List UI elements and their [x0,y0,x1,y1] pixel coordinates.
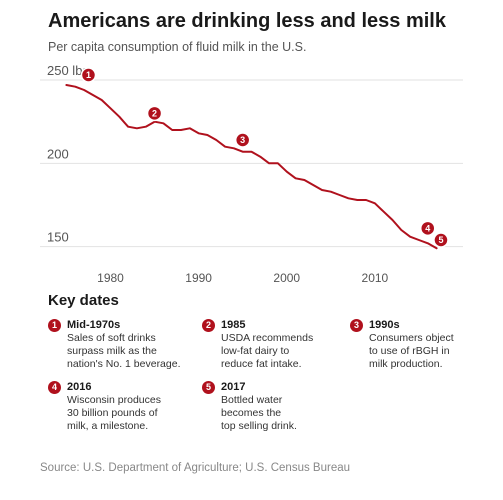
event-number-badge: 3 [350,319,363,332]
chart-title: Americans are drinking less and less mil… [48,10,446,32]
key-dates-title: Key dates [48,292,119,309]
y-tick-label: 200 [47,146,69,161]
event-text-line: USDA recommends [221,332,314,344]
x-tick-label: 2000 [273,271,300,285]
event-number-badge: 5 [202,381,215,394]
event-text-line: nation's No. 1 beverage. [67,358,181,370]
key-date-event-5: 5 2017 Bottled water becomes the top sel… [202,380,350,433]
event-marker-1 [80,67,97,83]
event-text-line: low-fat dairy to [221,345,290,357]
event-text-line: reduce fat intake. [221,358,302,370]
x-tick-label: 1980 [97,271,124,285]
x-tick-label: 1990 [185,271,212,285]
event-year: 2016 [67,381,92,393]
key-date-event-3: 3 1990s Consumers object to use of rBGH … [350,318,498,371]
event-year: 1990s [369,319,400,331]
y-tick-label: 150 [47,230,69,245]
event-text-line: Consumers object [369,332,454,344]
milk-consumption-line [65,84,438,250]
key-date-event-2: 2 1985 USDA recommends low-fat dairy to … [202,318,350,371]
event-marker-label: 2 [152,109,157,119]
source-note: Source: U.S. Department of Agriculture; … [40,462,351,474]
event-year: Mid-1970s [67,319,121,331]
x-tick-label: 2010 [362,271,389,285]
event-marker-4 [420,220,436,237]
chart-subtitle: Per capita consumption of fluid milk in … [48,40,307,54]
key-date-event-4: 4 2016 Wisconsin produces 30 billion pou… [48,380,196,433]
event-text-line: Wisconsin produces [67,394,161,406]
event-text-line: surpass milk as the [67,345,157,357]
event-text-line: milk, a milestone. [67,420,149,432]
event-marker-label: 1 [86,70,91,80]
event-number-badge: 2 [202,319,215,332]
event-marker-5 [433,232,449,248]
event-text-line: Sales of soft drinks [67,332,156,344]
event-number-badge: 1 [48,319,61,332]
event-marker-label: 3 [240,135,245,145]
event-year: 2017 [221,381,246,393]
event-text-line: to use of rBGH in [369,345,450,357]
event-text-line: Bottled water [221,394,283,406]
event-text-line: milk production. [369,358,443,370]
event-text-line: becomes the [221,407,282,419]
event-marker-2 [146,105,163,122]
event-marker-label: 5 [438,235,443,245]
key-date-event-1: 1 Mid-1970s Sales of soft drinks surpass… [48,318,196,371]
event-number-badge: 4 [48,381,61,394]
event-marker-label: 4 [425,224,430,234]
event-text-line: top selling drink. [221,420,297,432]
event-text-line: 30 billion pounds of [67,407,158,419]
event-year: 1985 [221,319,246,331]
event-marker-3 [234,132,251,148]
